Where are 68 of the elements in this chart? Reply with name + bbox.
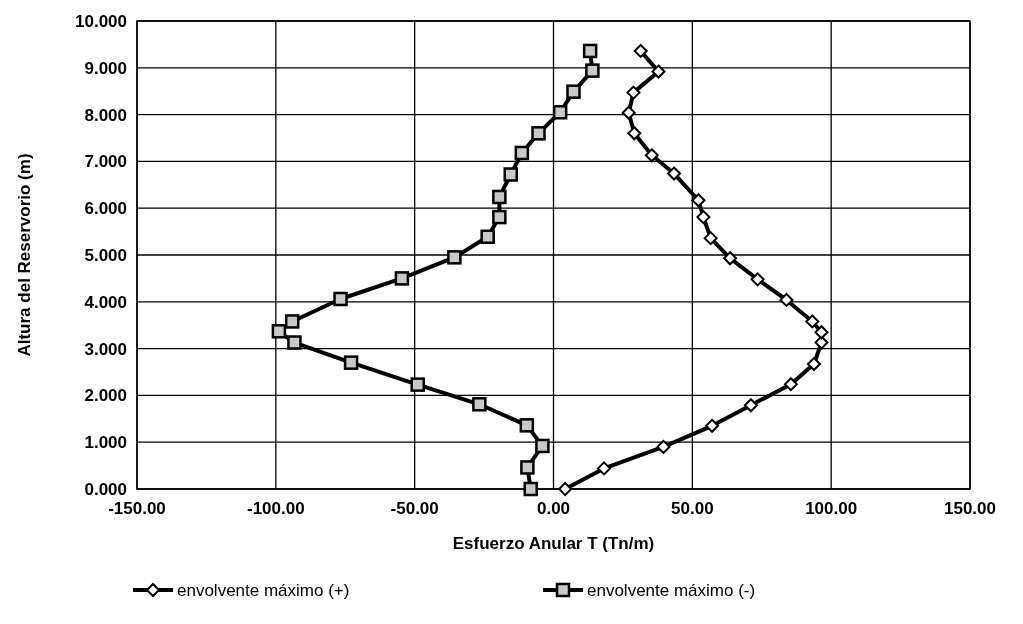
- y-tick-label: 3.000: [84, 339, 127, 359]
- point: [627, 126, 642, 141]
- y-tick-label: 1.000: [84, 433, 127, 453]
- point: [284, 314, 300, 329]
- point: [410, 377, 425, 392]
- y-tick-label: 6.000: [84, 199, 127, 219]
- point: [814, 335, 829, 350]
- point: [705, 418, 720, 433]
- point: [633, 43, 648, 58]
- point: [651, 64, 666, 79]
- y-tick-label: 9.000: [84, 58, 127, 78]
- point: [520, 460, 535, 475]
- y-tick-label: 0.000: [84, 480, 127, 499]
- point: [597, 461, 612, 476]
- point: [696, 210, 711, 225]
- y-tick-label: 5.000: [84, 246, 127, 265]
- x-tick-label: 100.00: [805, 499, 858, 518]
- x-tick-label: 0.00: [536, 499, 571, 518]
- y-tick-label: 2.000: [84, 386, 127, 406]
- point: [394, 271, 410, 286]
- point: [667, 166, 682, 181]
- point: [503, 167, 518, 182]
- x-tick-label: -50.00: [390, 499, 439, 518]
- point: [492, 209, 507, 225]
- point: [582, 43, 598, 59]
- point: [805, 314, 820, 329]
- point: [723, 251, 738, 266]
- point: [558, 482, 573, 496]
- point: [703, 231, 718, 246]
- legend-label: envolvente máximo (-): [587, 581, 756, 600]
- y-tick-label: 10.000: [75, 12, 127, 31]
- point: [447, 250, 462, 265]
- point: [779, 292, 794, 307]
- point: [691, 193, 706, 208]
- point: [519, 418, 535, 433]
- point: [585, 63, 600, 78]
- y-axis-title: Altura del Reservorio (m): [15, 153, 34, 357]
- x-tick-label: 150.00: [944, 499, 996, 518]
- x-tick-label: -100.00: [247, 499, 305, 518]
- point: [814, 325, 829, 340]
- point: [644, 148, 659, 163]
- point: [743, 398, 758, 413]
- point: [806, 357, 821, 372]
- y-tick-label: 8.000: [84, 105, 127, 125]
- point: [626, 85, 641, 100]
- point: [472, 397, 487, 412]
- point: [287, 335, 302, 350]
- point: [333, 291, 348, 307]
- x-tick-label: -150.00: [108, 499, 166, 518]
- point: [783, 377, 798, 392]
- x-tick-label: 50.00: [671, 499, 714, 518]
- point: [535, 438, 550, 454]
- point: [523, 481, 538, 497]
- point: [343, 355, 359, 370]
- legend-label: envolvente máximo (+): [177, 581, 350, 600]
- point: [271, 324, 287, 339]
- point: [566, 84, 581, 99]
- point: [750, 272, 765, 287]
- y-tick-label: 7.000: [84, 152, 127, 172]
- point: [514, 145, 530, 161]
- point: [621, 105, 636, 120]
- point: [480, 229, 495, 244]
- point: [552, 105, 568, 120]
- point: [531, 126, 546, 141]
- point: [656, 439, 671, 454]
- y-tick-label: 4.000: [84, 292, 127, 312]
- point: [492, 189, 507, 205]
- x-axis-title: Esfuerzo Anular T (Tn/m): [452, 534, 655, 553]
